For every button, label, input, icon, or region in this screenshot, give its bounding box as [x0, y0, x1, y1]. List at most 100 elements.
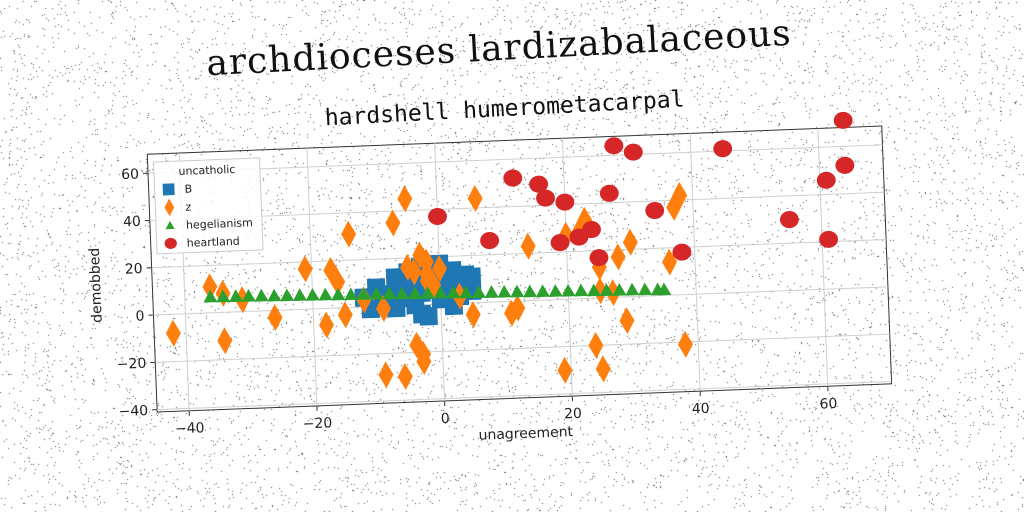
point-hegelianism: [369, 286, 384, 300]
point-z: [202, 273, 218, 301]
legend-marker-z: [164, 198, 175, 217]
plot-frame: [146, 125, 893, 413]
x-tick-label: 0: [441, 411, 451, 427]
ticks: −40 −20 0 20 40 60 −40 −20 0 20 40 60: [116, 166, 837, 437]
point-z: [622, 228, 638, 256]
point-z: [375, 295, 391, 323]
point-hegelianism: [472, 285, 486, 299]
point-heartland: [555, 193, 575, 211]
point-z: [217, 327, 233, 355]
point-hegelianism: [293, 288, 308, 302]
point-z: [662, 248, 677, 276]
point-z: [234, 286, 250, 314]
point-hegelianism: [561, 283, 576, 297]
point-heartland: [428, 207, 447, 226]
data-marks: [165, 111, 855, 390]
series-heartland: [428, 111, 855, 267]
legend-label-B: B: [184, 183, 192, 196]
point-heartland: [480, 232, 500, 250]
y-tick-label: 0: [135, 308, 145, 324]
point-heartland: [582, 220, 601, 239]
point-z: [504, 299, 520, 327]
y-tick-label: 60: [121, 166, 139, 183]
point-z: [319, 311, 335, 339]
point-hegelianism: [459, 285, 474, 299]
point-z: [588, 331, 604, 359]
legend-label-z: z: [185, 201, 191, 214]
point-hegelianism: [382, 286, 397, 300]
point-z: [595, 355, 611, 383]
point-z: [397, 362, 413, 390]
point-heartland: [816, 171, 836, 189]
point-hegelianism: [254, 288, 269, 302]
point-hegelianism: [523, 284, 538, 298]
point-hegelianism: [395, 286, 410, 300]
x-tick-label: 40: [692, 401, 710, 418]
point-heartland: [819, 230, 838, 248]
x-axis-label: unagreement: [478, 424, 574, 444]
x-tick-label: 60: [819, 396, 837, 413]
point-heartland: [604, 137, 624, 155]
point-hegelianism: [484, 285, 499, 298]
legend-marker-heartland: [164, 237, 177, 249]
point-z: [677, 330, 693, 358]
point-hegelianism: [356, 287, 371, 301]
point-hegelianism: [625, 282, 640, 296]
point-heartland: [536, 189, 555, 207]
x-tick-label: 20: [564, 406, 582, 423]
point-z: [385, 209, 401, 237]
point-heartland: [503, 169, 523, 187]
point-heartland: [550, 234, 570, 252]
point-hegelianism: [599, 283, 614, 297]
y-tick-label: 20: [125, 261, 143, 278]
point-hegelianism: [657, 282, 672, 296]
point-hegelianism: [510, 284, 525, 298]
point-z: [452, 282, 468, 310]
legend-box: [153, 157, 264, 255]
point-z: [378, 361, 394, 389]
grid-line-y: [149, 191, 885, 221]
legend-label-heartland: heartland: [186, 235, 240, 250]
point-z: [406, 258, 422, 286]
point-z: [397, 185, 413, 213]
legend: uncatholic Bz hegelianism heartland: [153, 157, 264, 255]
point-hegelianism: [241, 289, 256, 302]
point-z: [465, 301, 481, 329]
point-hegelianism: [433, 285, 448, 299]
point-z: [592, 277, 608, 305]
x-tick-label: −20: [302, 415, 332, 432]
point-z: [341, 220, 357, 248]
point-hegelianism: [267, 288, 282, 302]
point-hegelianism: [229, 289, 244, 303]
point-heartland: [599, 184, 619, 202]
point-heartland: [672, 243, 692, 261]
point-z: [558, 221, 574, 249]
point-z: [619, 307, 635, 335]
grid-line-y: [151, 239, 887, 269]
grid-line-y: [157, 380, 892, 411]
point-heartland: [833, 111, 853, 129]
series-hegelianism: [203, 282, 672, 303]
point-z: [610, 243, 626, 271]
point-hegelianism: [408, 286, 423, 300]
point-heartland: [623, 143, 643, 161]
point-hegelianism: [535, 284, 550, 298]
point-hegelianism: [548, 284, 563, 297]
plot-group: −40 −20 0 20 40 60 −40 −20 0 20 40 60 uncatholic Bz…: [87, 111, 893, 444]
y-axis-label: demobbed: [87, 248, 106, 324]
point-hegelianism: [638, 282, 653, 296]
grid-line-x: [689, 133, 701, 392]
x-tick-label: −40: [175, 420, 205, 437]
point-hegelianism: [280, 288, 295, 302]
point-hegelianism: [216, 289, 231, 303]
point-z: [165, 319, 181, 347]
point-B: [462, 267, 482, 287]
y-tick-label: −40: [118, 403, 148, 420]
point-hegelianism: [612, 283, 627, 296]
grid-line-x: [306, 148, 318, 406]
point-heartland: [779, 211, 799, 229]
point-hegelianism: [318, 287, 333, 301]
y-tick-label: −20: [116, 356, 146, 373]
